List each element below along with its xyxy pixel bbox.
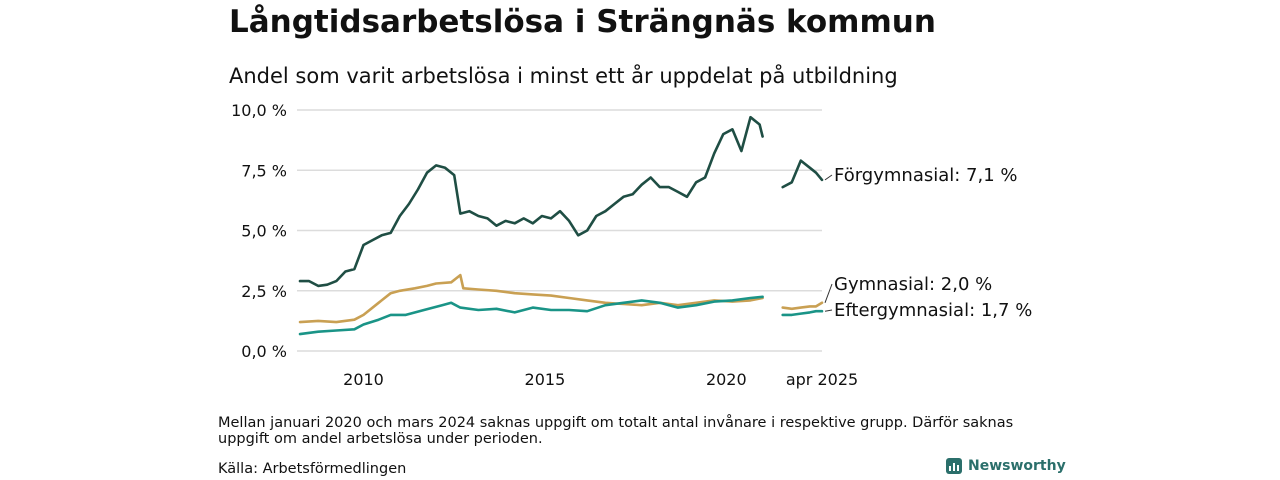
series-line-gymnasial [781,301,824,311]
series-line-eftergymnasial [298,295,764,336]
x-tick-label: 2015 [525,370,566,389]
label-leader [824,174,833,181]
y-tick-label: 7,5 % [241,161,287,180]
series-label-eftergymnasial: Eftergymnasial: 1,7 % [834,300,1032,321]
newsworthy-logo: Newsworthy [946,458,1066,474]
label-leader [824,283,833,303]
series-label-forgymnasial: Förgymnasial: 7,1 % [834,165,1018,186]
series-line-gymnasial [298,273,764,324]
chart-title: Långtidsarbetslösa i Strängnäs kommun [229,4,936,40]
y-tick-label: 2,5 % [241,282,287,301]
y-tick-label: 0,0 % [241,342,287,361]
x-tick-label: 2010 [343,370,384,389]
source-text: Källa: Arbetsförmedlingen [218,461,407,477]
x-tick-label: apr 2025 [786,370,858,389]
x-tick-label: 2020 [706,370,747,389]
bar-chart-icon [946,458,962,474]
chart-subtitle: Andel som varit arbetslösa i minst ett å… [229,64,898,88]
brand-name: Newsworthy [968,458,1066,474]
series-line-eftergymnasial [781,309,824,317]
footnote: Mellan januari 2020 och mars 2024 saknas… [218,415,1014,447]
y-tick-label: 10,0 % [231,101,287,120]
series-line-forgymnasial [298,115,764,288]
series-label-gymnasial: Gymnasial: 2,0 % [834,274,992,295]
series-line-forgymnasial [781,159,824,189]
label-leader [824,309,833,312]
y-tick-label: 5,0 % [241,222,287,241]
